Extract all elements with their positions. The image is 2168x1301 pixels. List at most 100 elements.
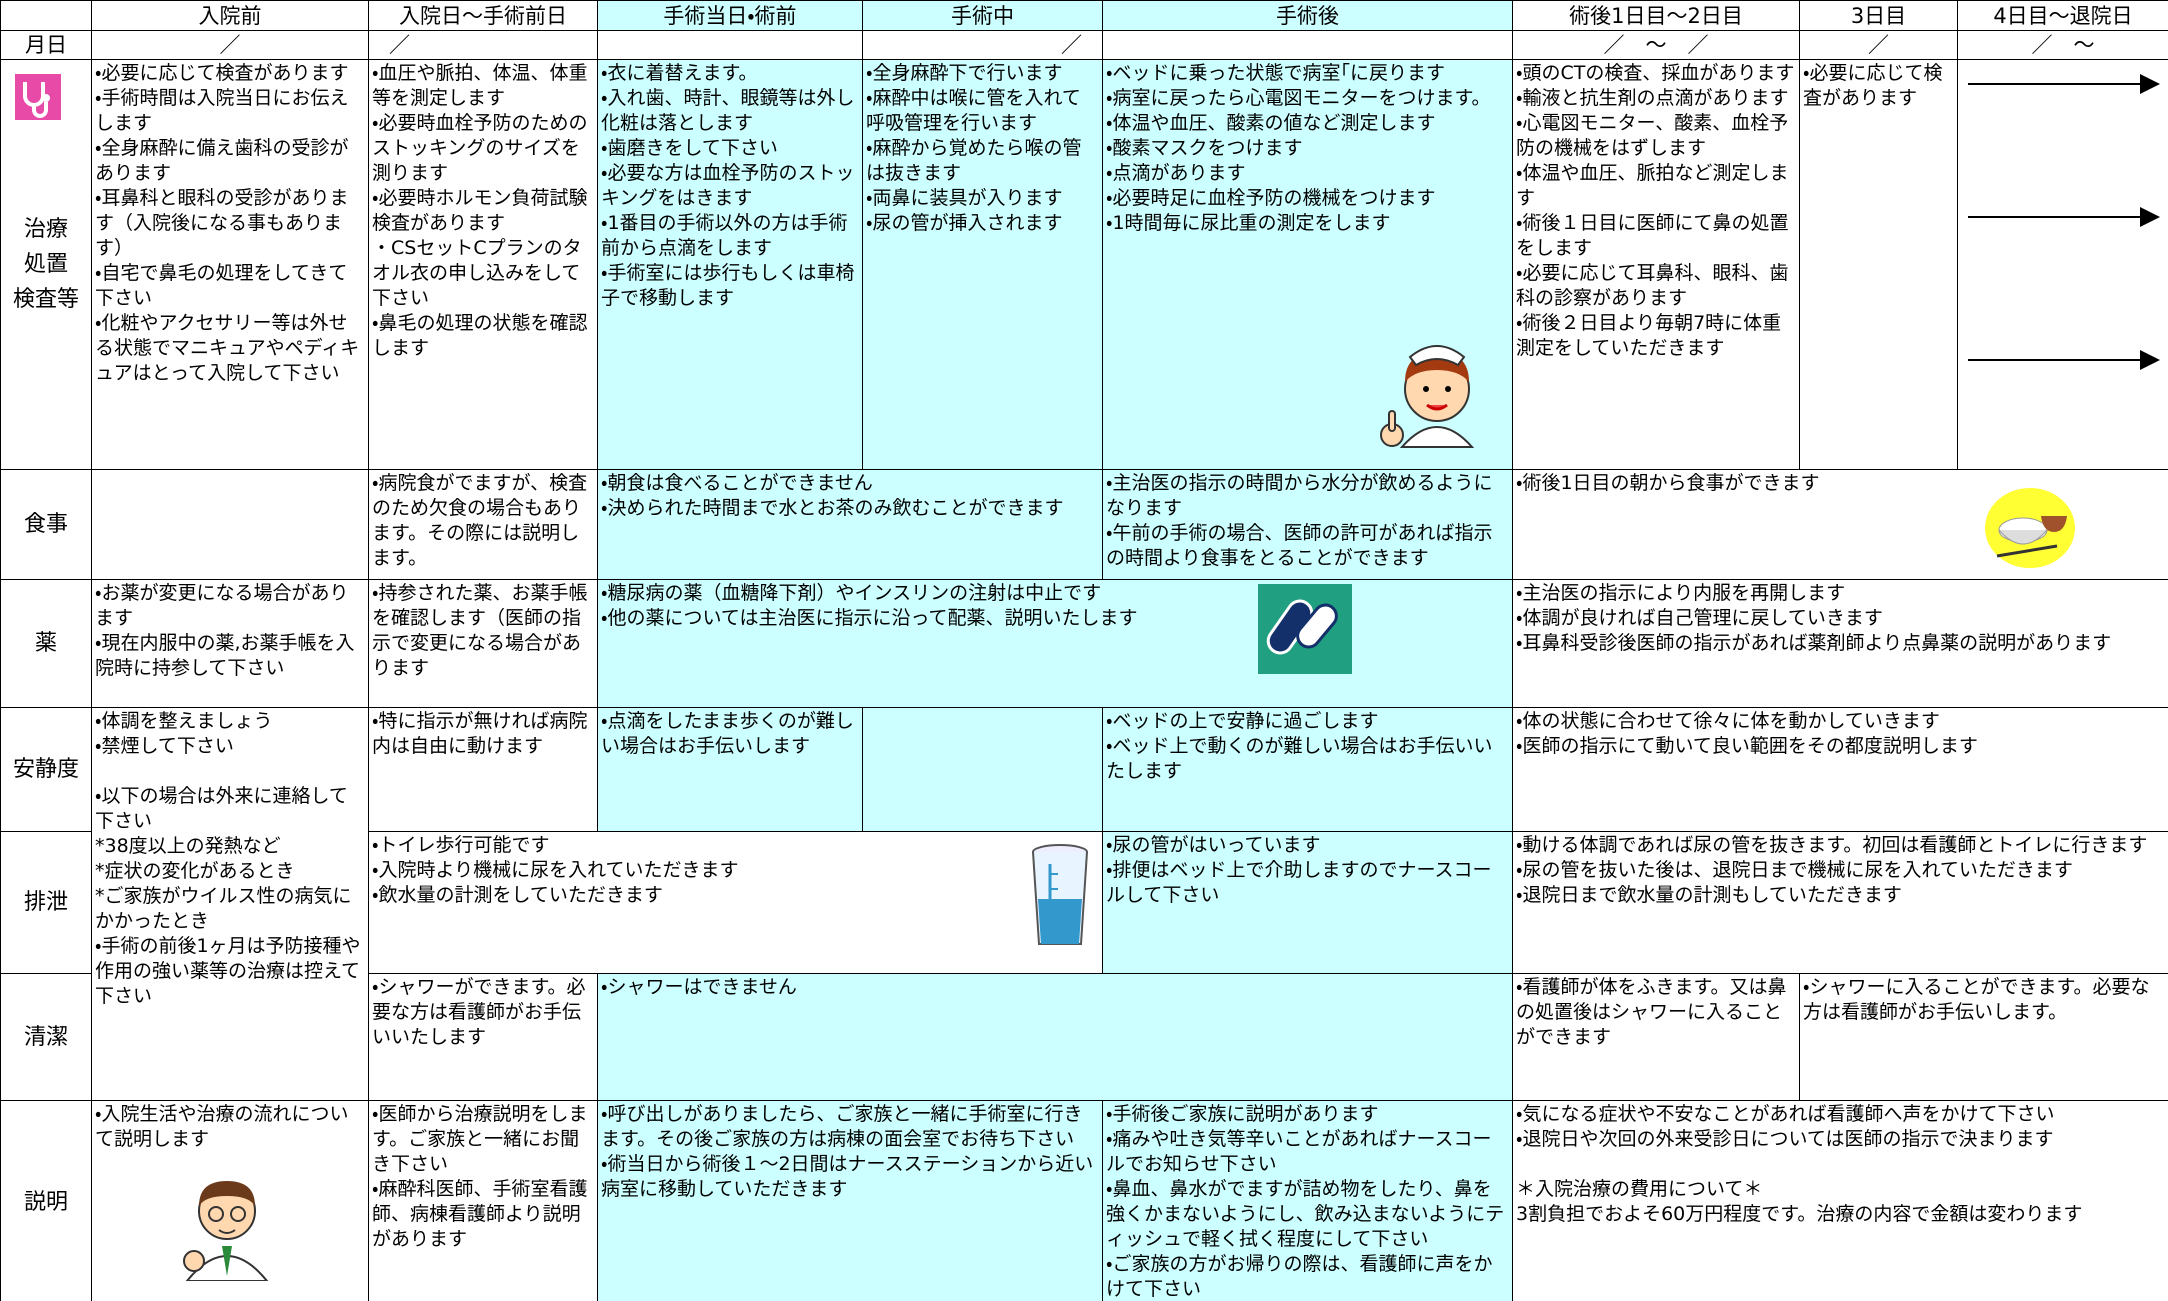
cell: ・血圧や脈拍、体温、体重等を測定します ・必要時血栓予防のためのストッキングのサイ… xyxy=(368,59,598,470)
row-label: 清潔 xyxy=(0,973,92,1101)
cell: ・シャワーに入ることができます。必要な方は看護師がお手伝いします。 xyxy=(1799,973,2168,1101)
cell-content: ・血圧や脈拍、体温、体重等を測定します ・必要時血栓予防のためのストッキングのサイ… xyxy=(370,61,597,469)
cell-text: ・主治医の指示の時間から水分が飲めるようになります xyxy=(1106,472,1493,519)
row-label: 治療 処置 検査等 xyxy=(0,59,92,470)
row-label: 薬 xyxy=(0,579,92,708)
cell-text: ・必要に応じて検査があります xyxy=(1803,62,1943,109)
cell-text: ・体温や血圧、脈拍など測定します xyxy=(1516,162,1789,209)
cell-content: ・全身麻酔下で行います ・麻酔中は喉に管を入れて呼吸管理を行います ・麻酔から覚めた… xyxy=(864,61,1102,469)
cell-text: ・手術後ご家族に説明があります xyxy=(1106,1103,1379,1125)
cell-content: ・糖尿病の薬（血糖降下剤）やインスリンの注射は中止です ・他の薬については主治医に… xyxy=(599,581,1512,707)
cell-text: ・全身麻酔に備え歯科の受診があります xyxy=(95,137,349,184)
cell-text: ・朝食は食べることができません xyxy=(601,472,873,494)
cell-text: ・ご家族の方がお帰りの際は、看護師に声をかけて下さい xyxy=(1106,1253,1493,1300)
cell-text: ・尿の管がはいっています xyxy=(1106,834,1321,856)
row-label-text: 検査等 xyxy=(12,287,79,312)
cell-text: ・呼び出しがありましたら、ご家族と一緒に手術室に行きます。その後ご家族の方は病棟… xyxy=(601,1103,1083,1150)
cell: ・持参された薬、お薬手帳を確認します（医師の指示で変更になる場合があります xyxy=(368,579,598,708)
cell-content xyxy=(1959,61,2168,469)
cell-text: ・尿の管を抜いた後は、退院日まで機械に尿を入れていただきます xyxy=(1516,859,2073,881)
cell: ・呼び出しがありましたら、ご家族と一緒に手術室に行きます。その後ご家族の方は病棟… xyxy=(597,1100,1103,1301)
cell-text: ・鼻毛の処理の状態を確認します xyxy=(372,312,588,359)
cell-text: ・化粧やアクセサリー等は外せる状態でマニキュアやペディキュアはとって入院して下さ… xyxy=(95,312,360,384)
cell-text: ・麻酔中は喉に管を入れて呼吸管理を行います xyxy=(866,87,1081,134)
date-cell: ／ xyxy=(862,30,1103,60)
cell: ・気になる症状や不安なことがあれば看護師へ声をかけて下さい ・退院日や次回の外来受… xyxy=(1512,1100,2168,1301)
cell-content: ・主治医の指示の時間から水分が飲めるようになります ・午前の手術の場合、医師の許可… xyxy=(1104,471,1512,579)
cell: ・必要に応じて検査があります xyxy=(1799,59,1958,470)
cell-text: ・ベッド上で動くのが難しい場合はお手伝いいたします xyxy=(1106,735,1493,782)
header-cell: 術後1日目〜2日目 xyxy=(1512,0,1800,31)
cell-content: ・ベッドの上で安静に過ごします ・ベッド上で動くのが難しい場合はお手伝いいたします xyxy=(1104,709,1512,831)
cell-text: ・点滴があります xyxy=(1106,162,1246,184)
cell-text: ・尿の管が挿入されます xyxy=(866,212,1063,234)
corner-cell xyxy=(0,0,92,31)
cell-content: ・ベッドに乗った状態で病室｢に戻ります ・病室に戻ったら心電図モニターをつけます。… xyxy=(1104,61,1512,469)
cell-text: ・ベッドに乗った状態で病室｢に戻ります xyxy=(1106,62,1445,84)
cell-text: ・気になる症状や不安なことがあれば看護師へ声をかけて下さい xyxy=(1516,1103,2055,1125)
row: 薬 ・お薬が変更になる場合があります ・現在内服中の薬,お薬手帳を入院時に持参して下… xyxy=(0,579,2168,708)
row-label-text: 処置 xyxy=(23,252,68,277)
cell-text: ・手術時間は入院当日にお伝えします xyxy=(95,87,349,134)
cell-text: ・入院時より機械に尿を入れていただきます xyxy=(372,859,739,881)
icon xyxy=(1030,844,1090,956)
cell-content: ・必要に応じて検査があります xyxy=(1801,61,1957,469)
cell-text: ・飲水量の計測をしていただきます xyxy=(372,884,663,906)
cell-text: ・シャワーができます。必要な方は看護師がお手伝いいたします xyxy=(372,976,586,1048)
cell-text: ・現在内服中の薬,お薬手帳を入院時に持参して下さい xyxy=(95,632,355,679)
cell-text: ・衣に着替えます。 xyxy=(601,62,758,84)
header-cell: 手術当日・術前 xyxy=(597,0,863,31)
date-cell: ／ xyxy=(1799,30,1958,60)
cell-content: ・気になる症状や不安なことがあれば看護師へ声をかけて下さい ・退院日や次回の外来受… xyxy=(1514,1102,2168,1301)
date-row: 月日／／／／ 〜 ／／／ 〜 xyxy=(0,30,2168,60)
cell-text: ・体温や血圧、酸素の値など測定します xyxy=(1106,112,1436,134)
cell-text: ・持参された薬、お薬手帳を確認します（医師の指示で変更になる場合があります xyxy=(372,582,588,679)
row: 清潔 ・シャワーができます。必要な方は看護師がお手伝いいたします ・シャワーはできま… xyxy=(0,973,2168,1101)
cell: ・トイレ歩行可能です ・入院時より機械に尿を入れていただきます ・飲水量の計測をして… xyxy=(368,831,1103,974)
header-cell: 4日目〜退院日 xyxy=(1957,0,2168,31)
cell: ・衣に着替えます。 ・入れ歯、時計、眼鏡等は外し化粧は落とします ・歯磨きをして下さ… xyxy=(597,59,863,470)
cell-content: ・頭のCTの検査、採血があります ・輸液と抗生剤の点滴があります ・心電図モニター、… xyxy=(1514,61,1799,469)
cell-text: ・1時間毎に尿比重の測定をします xyxy=(1106,212,1391,234)
cell-text: 3割負担でおよそ60万円程度です。治療の内容で金額は変わります xyxy=(1516,1203,2083,1225)
cell-text: ・体の状態に合わせて徐々に体を動かしていきます xyxy=(1516,710,1940,732)
cell-text: ・CSセットCプランのタオル衣の申し込みをして下さい xyxy=(372,237,582,309)
cell-text: ・手術室には歩行もしくは車椅子で移動します xyxy=(601,262,855,309)
cell-text: ・点滴をしたまま歩くのが難しい場合はお手伝いします xyxy=(601,710,854,757)
cell-content: ・手術後ご家族に説明があります ・痛みや吐き気等辛いことがあればナースコールでお知… xyxy=(1104,1102,1512,1301)
icon xyxy=(1372,327,1502,464)
cell-text: ・必要に応じて検査があります xyxy=(95,62,349,84)
cell-text: ・看護師が体をふきます。又は鼻の処置後はシャワーに入ることができます xyxy=(1516,976,1787,1048)
header-row: 入院前 入院日〜手術前日 手術当日・術前 手術中 手術後 術後1日目〜2日目 3日目 4日目〜… xyxy=(0,0,2168,31)
cell-text: ・術後1日目の朝から食事ができます xyxy=(1516,472,1820,494)
cell: ・特に指示が無ければ病院内は自由に動けます xyxy=(368,707,598,832)
cell-content: ・シャワーができます。必要な方は看護師がお手伝いいたします xyxy=(370,975,597,1100)
cell-text: ・以下の場合は外来に連絡して下さい xyxy=(95,785,348,832)
row-label-text: 食事 xyxy=(23,512,68,537)
cell-text: ・術当日から術後１～2日間はナースステーションから近い病室に移動していただきます xyxy=(601,1153,1094,1200)
cell-text: ・必要な方は血栓予防のストッキングをはきます xyxy=(601,162,855,209)
cell-text: ・特に指示が無ければ病院内は自由に動けます xyxy=(372,710,588,757)
cell: ・点滴をしたまま歩くのが難しい場合はお手伝いします xyxy=(597,707,863,832)
cell: ・手術後ご家族に説明があります ・痛みや吐き気等辛いことがあればナースコールでお知… xyxy=(1102,1100,1513,1301)
cell-text: *38度以上の発熱など xyxy=(95,835,281,857)
cell-text: ・輸液と抗生剤の点滴があります xyxy=(1516,87,1789,109)
cell-text: ・酸素マスクをつけます xyxy=(1106,137,1303,159)
cell-text: ・必要時ホルモン負荷試験検査があります xyxy=(372,187,588,234)
cell-text: ・決められた時間まで水とお茶のみ飲むことができます xyxy=(601,497,1064,519)
cell-text: ・必要時血栓予防のためのストッキングのサイズを測ります xyxy=(372,112,588,184)
cell-text: ・耳鼻科受診後医師の指示があれば薬剤師より点鼻薬の説明があります xyxy=(1516,632,2112,654)
cell: ・医師から治療説明をします。ご家族と一緒にお聞き下さい ・麻酔科医師、手術室看護師… xyxy=(368,1100,598,1301)
row-label-text: 説明 xyxy=(23,1189,68,1215)
row: 説明 ・入院生活や治療の流れについて説明します ・医師から治療説明をします。ご家族と… xyxy=(0,1100,2168,1301)
row-label-text: 治療 xyxy=(23,217,68,242)
header-cell: 入院日〜手術前日 xyxy=(368,0,598,31)
cell-text: ・必要時足に血栓予防の機械をつけます xyxy=(1106,187,1436,209)
row-label-text: 安静度 xyxy=(12,757,79,782)
cell-text: ・体調が良ければ自己管理に戻していきます xyxy=(1516,607,1883,629)
cell-text: ・動ける体調であれば尿の管を抜きます。初回は看護師とトイレに行きます xyxy=(1516,834,2148,856)
cell: ・術後1日目の朝から食事ができます xyxy=(1512,469,2168,580)
cell-content: ・体の状態に合わせて徐々に体を動かしていきます ・医師の指示にて動いて良い範囲をそ… xyxy=(1514,709,2168,831)
